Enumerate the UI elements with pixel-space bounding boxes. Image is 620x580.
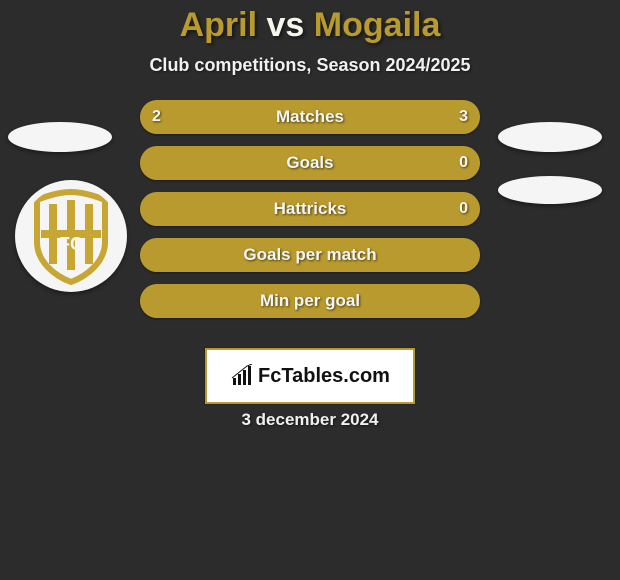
subtitle: Club competitions, Season 2024/2025 bbox=[0, 55, 620, 76]
chart-icon bbox=[230, 364, 254, 388]
stat-label: Goals per match bbox=[140, 238, 480, 272]
stat-row: Goals per match bbox=[140, 238, 480, 272]
stat-value-right: 3 bbox=[459, 100, 468, 134]
comparison-title: April vs Mogaila bbox=[0, 0, 620, 45]
player1-club-placeholder-small bbox=[8, 122, 112, 152]
player2-club-placeholder-top bbox=[498, 122, 602, 152]
player1-club-logo: FC bbox=[15, 180, 127, 292]
stat-label: Matches bbox=[140, 100, 480, 134]
stat-label: Goals bbox=[140, 146, 480, 180]
player1-name: April bbox=[180, 6, 257, 44]
player2-club-placeholder-bottom bbox=[498, 176, 602, 204]
stat-value-right: 0 bbox=[459, 146, 468, 180]
stats-container: Matches23Goals0Hattricks0Goals per match… bbox=[140, 100, 480, 318]
date-label: 3 december 2024 bbox=[0, 410, 620, 430]
svg-text:FC: FC bbox=[59, 234, 83, 254]
stat-value-left: 2 bbox=[152, 100, 161, 134]
player2-name: Mogaila bbox=[314, 6, 441, 44]
stat-value-right: 0 bbox=[459, 192, 468, 226]
club-crest-icon: FC bbox=[21, 186, 121, 286]
stat-row: Hattricks0 bbox=[140, 192, 480, 226]
stat-row: Matches2 3 bbox=[140, 100, 480, 134]
stat-label: Min per goal bbox=[140, 284, 480, 318]
stat-row: Goals0 bbox=[140, 146, 480, 180]
stat-label: Hattricks bbox=[140, 192, 480, 226]
attribution-text: FcTables.com bbox=[258, 365, 390, 388]
attribution-badge: FcTables.com bbox=[205, 348, 415, 404]
stat-row: Min per goal bbox=[140, 284, 480, 318]
vs-text: vs bbox=[267, 6, 305, 44]
